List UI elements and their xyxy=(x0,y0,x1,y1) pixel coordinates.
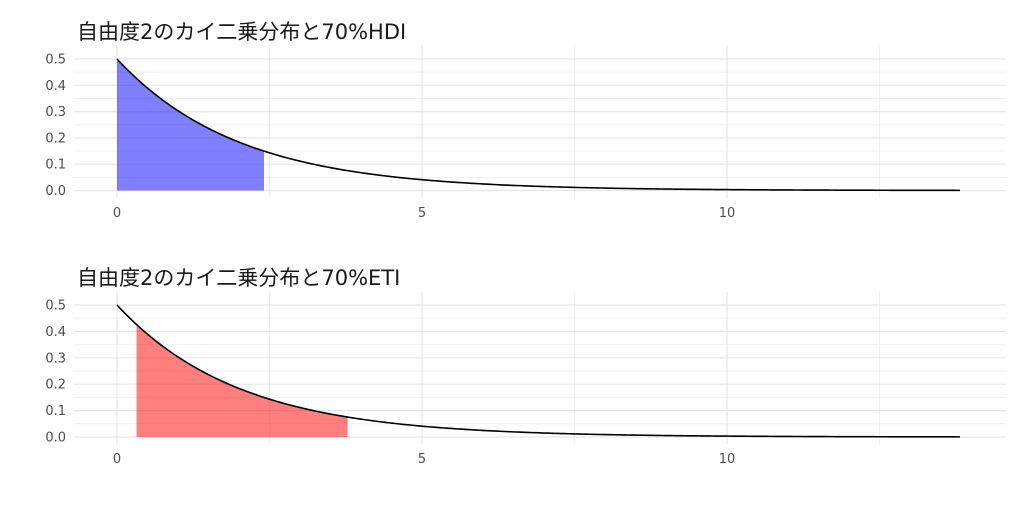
y-tick-label: 0.2 xyxy=(45,131,66,146)
x-tick-label: 5 xyxy=(418,452,426,467)
shaded-interval-eti xyxy=(136,324,348,437)
chart-title-hdi: 自由度2のカイ二乗分布と70%HDI xyxy=(77,20,407,44)
y-tick-label: 0.0 xyxy=(45,184,66,199)
density-curve xyxy=(116,304,961,438)
y-tick-label: 0.4 xyxy=(45,325,66,340)
shaded-interval-hdi xyxy=(117,59,265,191)
x-tick-label: 10 xyxy=(719,206,736,221)
plot-panel-eti: 0.0 0.1 0.2 0.3 0.4 0.5 0 5 10 xyxy=(45,292,1006,467)
chart-title-eti: 自由度2のカイ二乗分布と70%ETI xyxy=(77,266,401,290)
y-tick-label: 0.3 xyxy=(45,105,66,120)
density-curve xyxy=(116,58,961,192)
y-tick-label: 0.4 xyxy=(45,79,66,94)
plot-panel-hdi: 0.0 0.1 0.2 0.3 0.4 0.5 0 5 10 xyxy=(45,45,1006,221)
y-tick-label: 0.3 xyxy=(45,351,66,366)
y-tick-label: 0.2 xyxy=(45,378,66,393)
y-tick-label: 0.0 xyxy=(45,431,66,446)
y-tick-label: 0.1 xyxy=(45,158,66,173)
y-tick-label: 0.5 xyxy=(45,53,66,68)
y-tick-label: 0.1 xyxy=(45,404,66,419)
x-tick-label: 0 xyxy=(113,206,121,221)
x-tick-label: 0 xyxy=(113,452,121,467)
x-tick-label: 10 xyxy=(719,452,736,467)
x-tick-label: 5 xyxy=(418,206,426,221)
y-tick-label: 0.5 xyxy=(45,299,66,314)
